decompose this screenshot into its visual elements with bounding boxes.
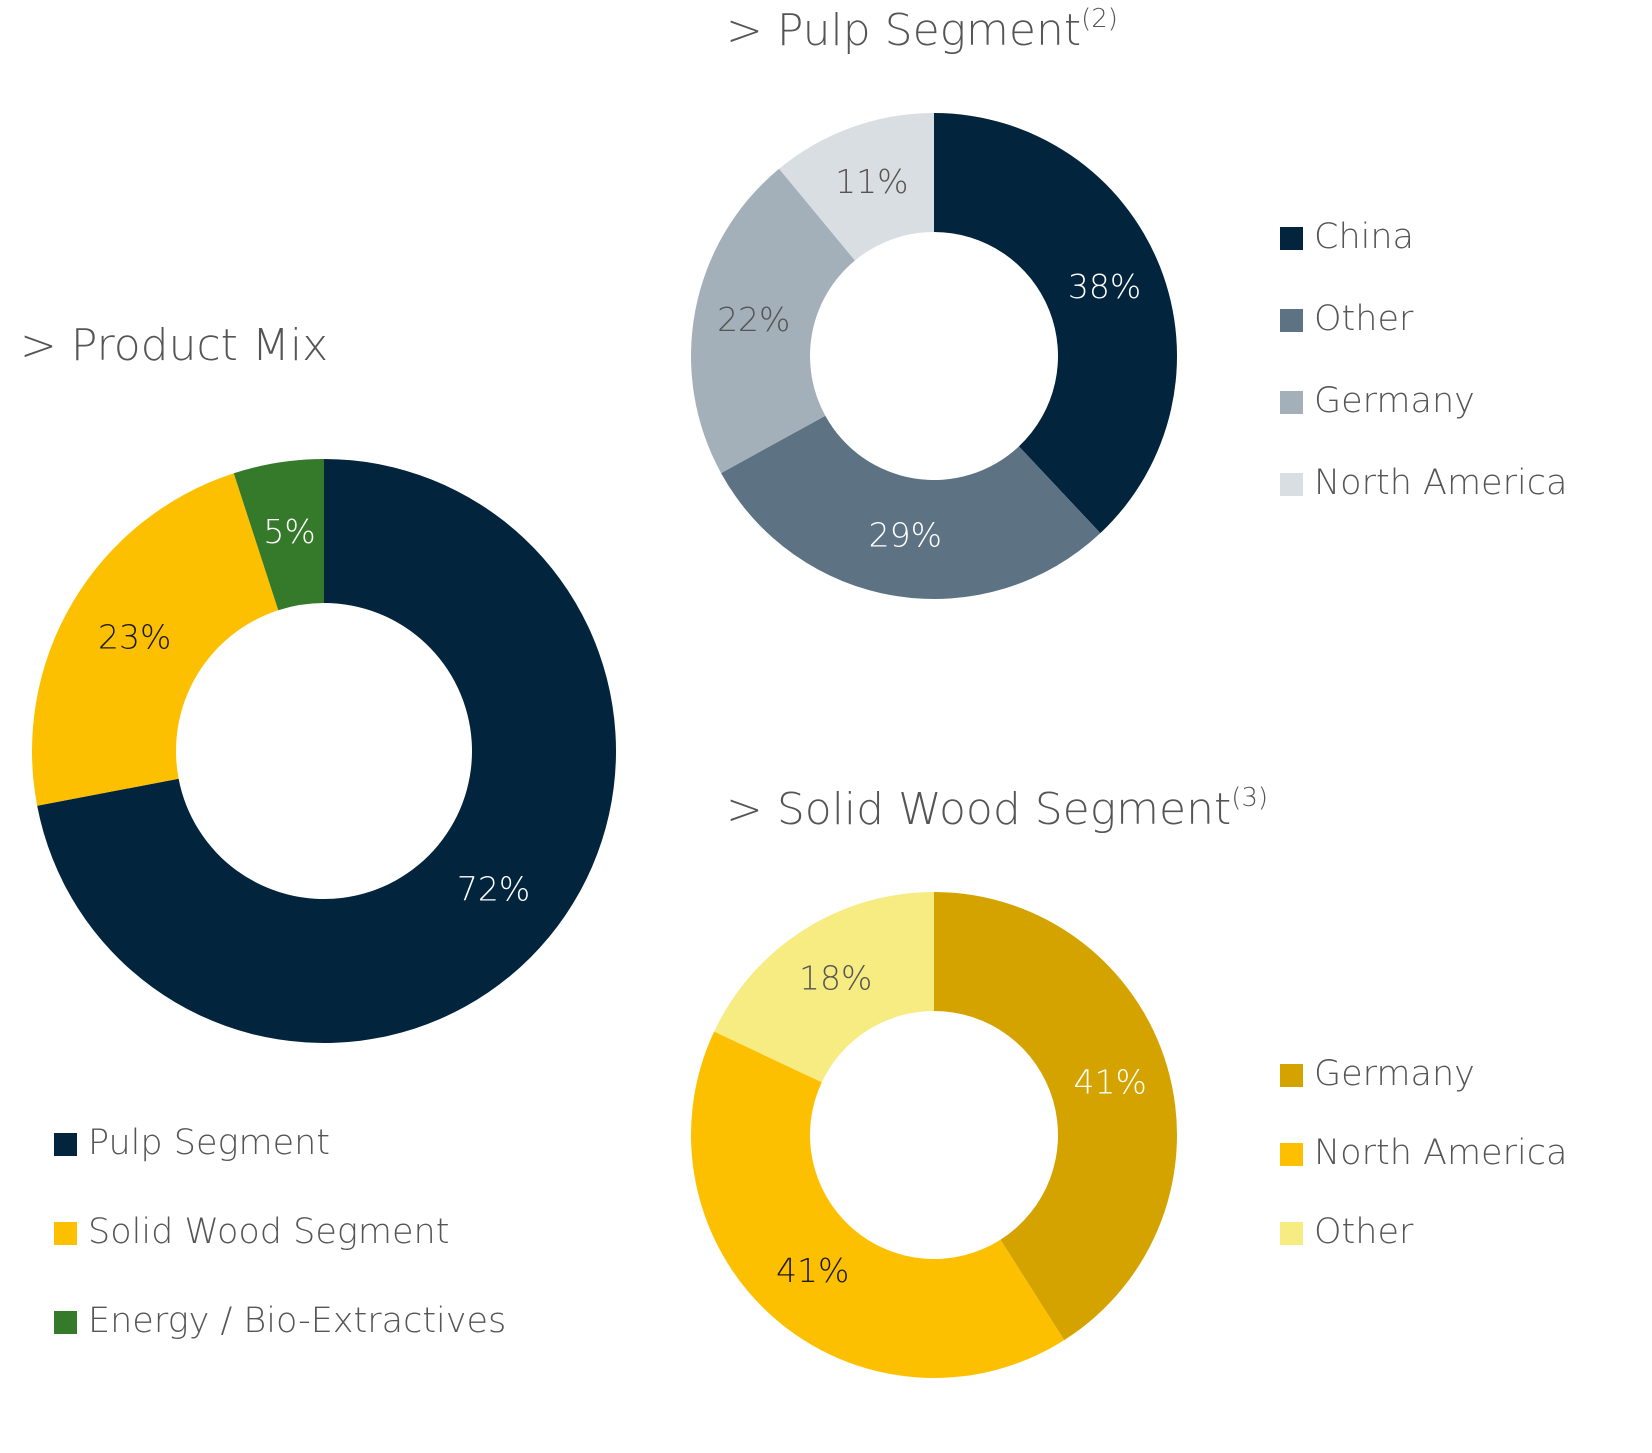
donut-slice: [934, 113, 1178, 534]
donut-slice: [721, 415, 1101, 599]
title-text: > Pulp Segment: [726, 5, 1081, 56]
legend-swatch: [1280, 473, 1303, 496]
legend-swatch: [1280, 391, 1303, 414]
legend-label: North America: [1314, 1133, 1567, 1173]
legend-label: China: [1314, 217, 1414, 257]
data-label: 29%: [869, 516, 942, 555]
title-superscript: (3): [1231, 783, 1268, 813]
title-text: > Product Mix: [20, 320, 328, 371]
data-label: 22%: [717, 300, 790, 339]
legend-swatch: [54, 1133, 77, 1156]
data-label: 5%: [263, 512, 315, 551]
data-label: 41%: [776, 1251, 849, 1290]
legend-label: Other: [1314, 1212, 1414, 1252]
legend-swatch: [54, 1222, 77, 1245]
data-label: 18%: [799, 959, 872, 998]
title-superscript: (2): [1081, 4, 1118, 34]
donut-slice: [714, 892, 934, 1083]
data-label: 23%: [98, 618, 171, 657]
data-label: 11%: [835, 162, 908, 201]
legend-label: Germany: [1314, 1054, 1475, 1094]
legend-label: Energy / Bio-Extractives: [88, 1301, 506, 1341]
data-label: 41%: [1074, 1062, 1147, 1101]
legend-label: North America: [1314, 463, 1567, 503]
legend-label: Pulp Segment: [88, 1123, 330, 1163]
donut-slice: [691, 1031, 1065, 1378]
legend-label: Solid Wood Segment: [88, 1212, 449, 1252]
donut-slice: [31, 473, 279, 806]
data-label: 72%: [457, 870, 530, 909]
legend-label: Germany: [1314, 381, 1475, 421]
legend-swatch: [1280, 1143, 1303, 1166]
data-label: 38%: [1068, 267, 1141, 306]
donut-slice: [691, 168, 855, 474]
donut-slice: [233, 459, 324, 611]
donut-slice: [779, 113, 934, 261]
legend-swatch: [54, 1311, 77, 1334]
chart-title: > Pulp Segment(2): [726, 4, 1118, 57]
donut-slice: [934, 892, 1177, 1341]
chart-title: > Solid Wood Segment(3): [726, 783, 1268, 836]
legend-swatch: [1280, 227, 1303, 250]
legend-swatch: [1280, 1222, 1303, 1245]
legend-swatch: [1280, 1064, 1303, 1087]
legend-label: Other: [1314, 299, 1414, 339]
donut-slice: [37, 459, 617, 1043]
legend-swatch: [1280, 309, 1303, 332]
title-text: > Solid Wood Segment: [726, 784, 1231, 835]
chart-title: > Product Mix: [20, 320, 328, 371]
